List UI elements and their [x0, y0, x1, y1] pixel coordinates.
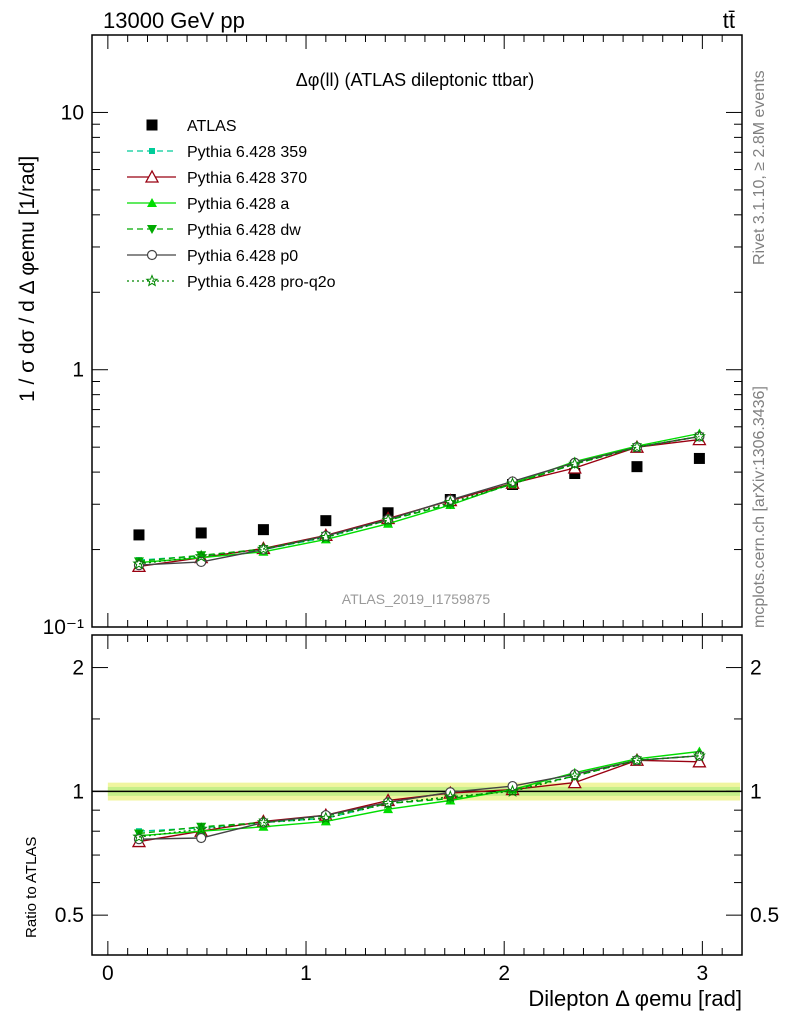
legend-marker [145, 274, 159, 287]
ratio-series-2-line [138, 750, 700, 837]
ratio-y-axis-title: Ratio to ATLAS [23, 837, 40, 938]
legend-label-atlas: ATLAS [187, 118, 237, 135]
legend-label-dw: Pythia 6.428 dw [187, 222, 301, 239]
ratio-series-1-point [567, 775, 582, 789]
ratio-series-5-point [194, 822, 208, 835]
legend-marker [149, 148, 155, 154]
main-series-5-point [196, 556, 207, 568]
ratio-series-5-point [692, 748, 706, 762]
ratio-series-5-point [256, 815, 270, 828]
legend-marker [147, 198, 157, 207]
legend-label-370: Pythia 6.428 370 [187, 170, 307, 187]
series-layer [131, 428, 707, 848]
main-series-6-point [194, 549, 208, 562]
x-tick-label: 1 [300, 962, 312, 985]
legend-label-p0: Pythia 6.428 p0 [187, 248, 298, 265]
ratio-series-4-point [196, 832, 207, 844]
legend-label-q2o: Pythia 6.428 pro-q2o [187, 274, 336, 291]
main-series-6-point [132, 556, 146, 570]
ratio-frame [91, 634, 743, 956]
y-axis-title: 1 / σ dσ / d Δ φemu [1/rad] [16, 156, 39, 402]
main-series-2-line [138, 438, 700, 568]
main-series-0-point [631, 461, 643, 473]
x-tick-label: 2 [498, 962, 510, 985]
legend-marker [146, 119, 158, 131]
legend: ATLAS Pythia 6.428 359 Pythia 6.428 370 … [127, 118, 336, 291]
legend-marker [147, 225, 157, 234]
y-tick-label: 1 [72, 359, 84, 382]
axis-ticks: 0 1 2 3 10⁻¹ 1 10 0.5 0.5 1 1 2 2 [43, 34, 779, 985]
main-series-6-point [630, 440, 644, 453]
main-series-6-point [568, 457, 582, 470]
main-series-5-line [138, 435, 700, 566]
analysis-watermark: ATLAS_2019_I1759875 [342, 591, 491, 607]
ratio-y-tick-label-right: 0.5 [750, 904, 779, 927]
main-series-6-point [381, 513, 395, 526]
plot-title: Δφ(ll) (ATLAS dileptonic ttbar) [296, 70, 534, 90]
ratio-series-5-point [381, 796, 395, 809]
legend-marker [146, 249, 158, 261]
ratio-series-5-point [568, 769, 582, 782]
x-axis-title: Dilepton Δ φemu [rad] [528, 986, 742, 1011]
ratio-y-tick-label: 2 [72, 657, 84, 680]
rivet-label: Rivet 3.1.10, ≥ 2.8M events [751, 70, 768, 265]
ratio-series-2-point [383, 804, 394, 814]
header-right: tt̄ [723, 8, 735, 33]
mcplots-label: mcplots.cern.ch [arXiv:1306.3436] [751, 386, 768, 628]
main-series-0-point [257, 524, 269, 536]
x-tick-label: 3 [697, 962, 709, 985]
ratio-series-5-point [630, 753, 644, 766]
main-series-6-point [692, 429, 706, 443]
ratio-y-tick-label: 0.5 [55, 904, 84, 927]
main-series-6-point [319, 530, 333, 543]
ratio-series-5-point [319, 811, 333, 824]
main-series-0-point [320, 515, 332, 527]
ratio-y-tick-label-right: 2 [750, 657, 762, 680]
main-series-6-point [256, 542, 270, 555]
ratio-series-1-point [692, 754, 707, 768]
main-series-4-point [196, 551, 207, 561]
ratio-series-4-line [138, 755, 700, 840]
header-left: 13000 GeV pp [103, 8, 245, 33]
ratio-series-5-point [506, 784, 519, 797]
y-tick-label: 10⁻¹ [43, 616, 84, 639]
main-series-0-point [133, 529, 145, 541]
main-series-0-point [693, 452, 705, 464]
legend-marker [144, 169, 160, 183]
ratio-y-tick-label-right: 1 [750, 780, 762, 803]
main-series-0-point [195, 527, 207, 539]
legend-label-a: Pythia 6.428 a [187, 196, 289, 213]
legend-label-359: Pythia 6.428 359 [187, 144, 307, 161]
ratio-series-3-line [138, 755, 700, 835]
ratio-series-5-point [443, 789, 457, 803]
main-series-6-line [138, 435, 700, 565]
main-series-4-line [138, 435, 700, 562]
ratio-series-3-point [133, 829, 144, 839]
x-tick-label: 0 [102, 962, 114, 985]
ratio-series-5-point [132, 830, 146, 843]
y-tick-label: 10 [61, 101, 84, 124]
ratio-y-tick-label: 1 [72, 780, 84, 803]
ratio-band [92, 782, 742, 801]
main-series-6-point [506, 477, 519, 490]
main-frame [91, 34, 743, 628]
main-series-6-point [443, 495, 457, 509]
ratio-series-3-point [196, 822, 207, 832]
main-series-3-line [138, 432, 700, 564]
